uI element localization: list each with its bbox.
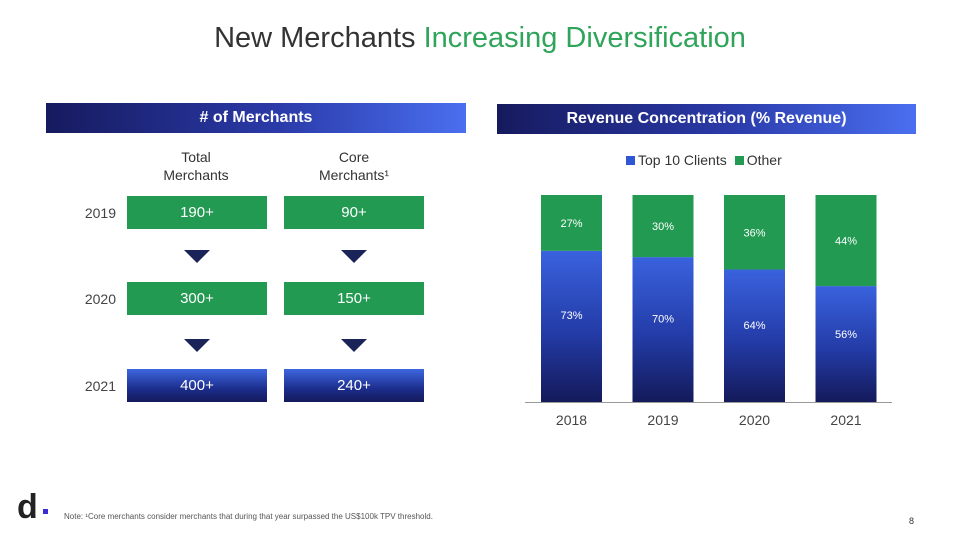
x-tick-label-2021: 2021 — [830, 412, 861, 428]
core-merchants-2020: 150+ — [284, 282, 424, 315]
bar-top10-2020 — [724, 269, 785, 402]
total-merchants-2019: 190+ — [127, 196, 267, 229]
revenue-concentration-chart: 73% 27% 2018 70% 30% 2019 64% 36% 2020 56% 44% 2021 — [525, 195, 892, 428]
x-tick-label-2019: 2019 — [647, 412, 678, 428]
year-label-2019: 2019 — [84, 205, 116, 221]
total-merchants-header-line1: Total — [181, 149, 211, 165]
title-accent: Increasing Diversification — [423, 22, 746, 54]
legend-item-top10: Top 10 Clients — [626, 152, 727, 168]
bar-other-2018 — [541, 195, 602, 251]
x-tick-label-2018: 2018 — [556, 412, 587, 428]
bar-other-2019 — [632, 195, 694, 258]
x-tick-label-2020: 2020 — [739, 412, 770, 428]
logo-dot — [43, 509, 48, 514]
core-merchants-header-line2: Merchants¹ — [318, 167, 390, 183]
bar-top10-2018 — [541, 250, 602, 402]
page-number: 8 — [909, 516, 915, 526]
total-merchants-2020: 300+ — [127, 282, 267, 315]
down-arrow-icon — [184, 250, 210, 263]
data-label-top10-2020: 64% — [743, 320, 765, 332]
down-arrow-icon — [341, 250, 367, 263]
chart-title: Revenue Concentration (% Revenue) — [497, 104, 916, 134]
total-merchants-2021: 400+ — [127, 369, 267, 402]
total-merchants-header-line2: Merchants — [163, 167, 229, 183]
data-label-top10-2019: 70% — [652, 313, 674, 325]
legend-swatch-top10 — [626, 155, 635, 165]
footnote: Note: ¹Core merchants consider merchants… — [64, 512, 433, 521]
core-merchants-header-line1: Core — [338, 149, 370, 165]
bar-top10-2019 — [632, 257, 694, 402]
core-merchants-column-header: Core Merchants¹ — [284, 148, 424, 184]
bar-other-2021 — [815, 195, 877, 287]
legend-label-top10: Top 10 Clients — [638, 152, 727, 168]
legend-item-other: Other — [734, 152, 782, 168]
merchants-panel-header: # of Merchants — [46, 103, 466, 133]
year-label-2021: 2021 — [84, 378, 116, 394]
company-logo: d — [17, 488, 38, 526]
data-label-top10-2021: 56% — [835, 329, 857, 341]
data-label-other-2019: 30% — [652, 221, 674, 233]
core-merchants-2021: 240+ — [284, 369, 424, 402]
year-label-2020: 2020 — [84, 291, 116, 307]
core-merchants-2019: 90+ — [284, 196, 424, 229]
bar-top10-2021 — [815, 286, 877, 402]
data-label-top10-2018: 73% — [560, 310, 582, 322]
legend-swatch-other — [734, 155, 744, 165]
total-merchants-column-header: Total Merchants — [126, 148, 266, 184]
legend-label-other: Other — [746, 152, 782, 168]
data-label-other-2018: 27% — [560, 218, 582, 230]
data-label-other-2020: 36% — [743, 227, 765, 239]
down-arrow-icon — [341, 339, 367, 352]
data-label-other-2021: 44% — [835, 236, 857, 248]
page-title: New Merchants Increasing Diversification — [0, 22, 960, 55]
bar-other-2020 — [724, 195, 785, 270]
chart-legend: Top 10 Clients Other — [626, 152, 790, 168]
title-main: New Merchants — [214, 22, 424, 54]
down-arrow-icon — [184, 339, 210, 352]
